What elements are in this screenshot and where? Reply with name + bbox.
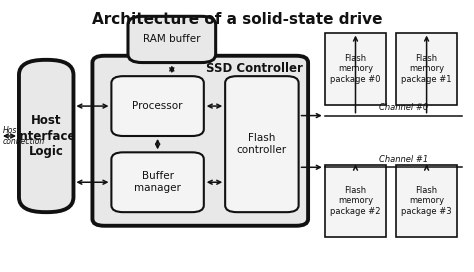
FancyBboxPatch shape bbox=[19, 60, 73, 212]
Text: Channel #0: Channel #0 bbox=[379, 103, 428, 112]
Text: Flash
memory
package #3: Flash memory package #3 bbox=[401, 186, 452, 215]
FancyBboxPatch shape bbox=[225, 76, 299, 212]
Bar bbox=[325, 33, 386, 105]
Text: SSD Controller: SSD Controller bbox=[207, 61, 303, 75]
Bar bbox=[396, 33, 457, 105]
Text: Host
Interface
Logic: Host Interface Logic bbox=[16, 115, 76, 157]
FancyBboxPatch shape bbox=[128, 16, 216, 63]
Text: RAM buffer: RAM buffer bbox=[143, 35, 201, 44]
Text: Flash
memory
package #2: Flash memory package #2 bbox=[330, 186, 381, 215]
Bar bbox=[396, 165, 457, 237]
Text: Architecture of a solid-state drive: Architecture of a solid-state drive bbox=[92, 12, 382, 27]
FancyBboxPatch shape bbox=[92, 56, 308, 226]
FancyBboxPatch shape bbox=[111, 152, 204, 212]
Text: Channel #1: Channel #1 bbox=[379, 154, 428, 164]
Text: Host
connection: Host connection bbox=[2, 126, 45, 146]
Text: Flash
controller: Flash controller bbox=[237, 133, 287, 155]
Text: Buffer
manager: Buffer manager bbox=[134, 171, 181, 193]
Text: Flash
memory
package #1: Flash memory package #1 bbox=[401, 54, 452, 84]
Text: Processor: Processor bbox=[132, 101, 183, 111]
Bar bbox=[325, 165, 386, 237]
FancyBboxPatch shape bbox=[111, 76, 204, 136]
Text: Flash
memory
package #0: Flash memory package #0 bbox=[330, 54, 381, 84]
